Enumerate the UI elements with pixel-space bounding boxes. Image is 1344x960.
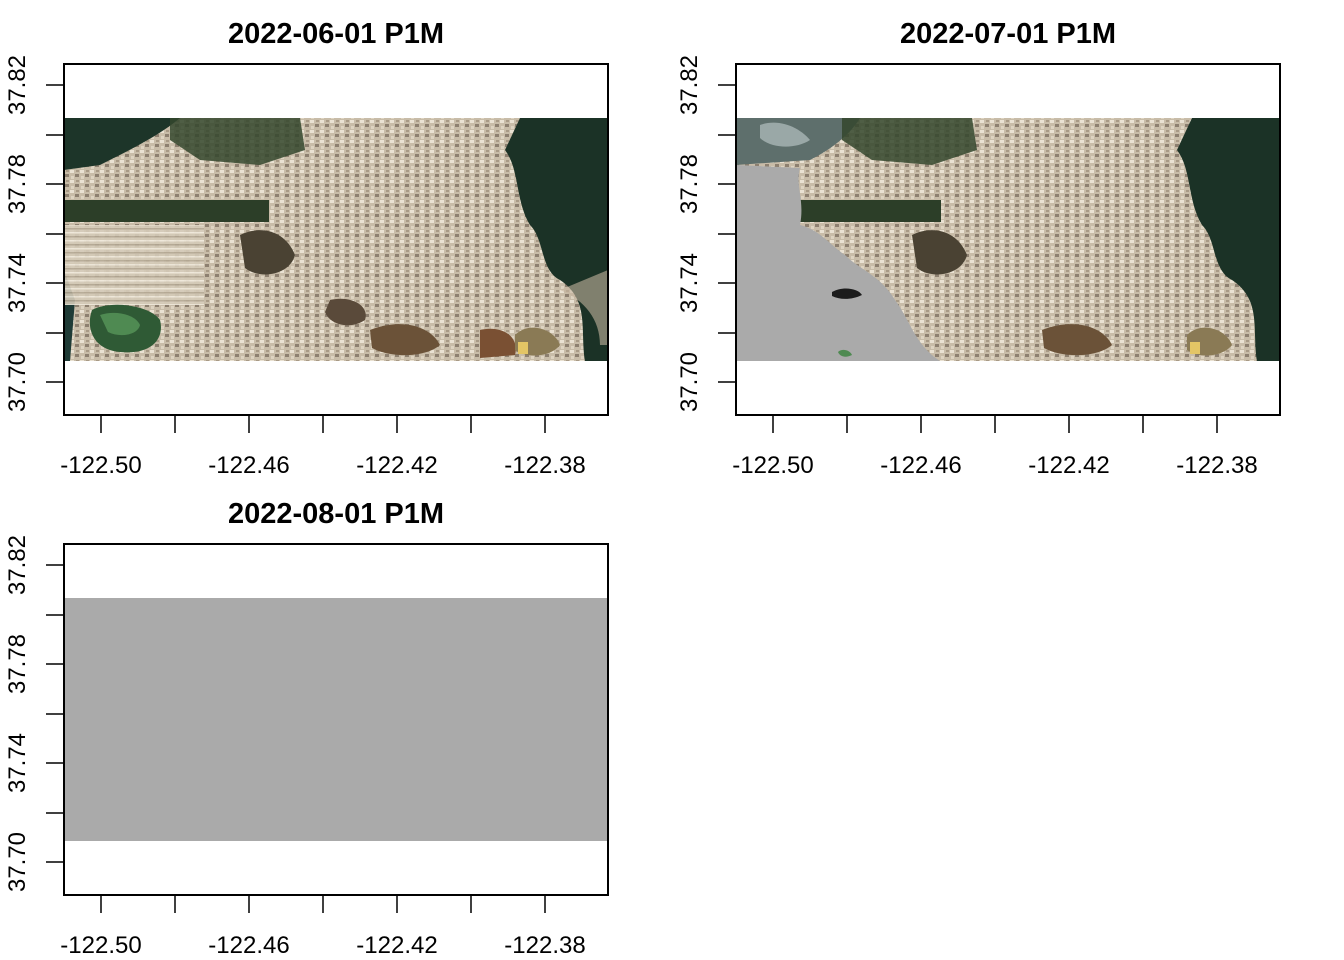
x-tick-label: -122.50 [60, 932, 141, 959]
y-tick-label: 37.82 [676, 55, 703, 115]
y-tick-label: 37.74 [4, 253, 31, 313]
plot-frame [63, 63, 609, 416]
x-tick-label: -122.42 [356, 932, 437, 959]
y-tick-label: 37.74 [4, 733, 31, 793]
x-tick-label: -122.38 [504, 452, 585, 479]
panel-title: 2022-06-01 P1M [228, 18, 444, 50]
y-axis [46, 564, 64, 863]
y-tick-label: 37.82 [4, 535, 31, 595]
x-axis [772, 415, 1218, 433]
x-tick-label: -122.46 [880, 452, 961, 479]
satellite-image [64, 118, 608, 361]
y-tick-label: 37.78 [4, 154, 31, 214]
panel-2022-06-01: 2022-06-01 P1M [4, 18, 609, 479]
y-tick-label: 37.82 [4, 55, 31, 115]
x-axis [100, 895, 546, 913]
plot-frame [735, 63, 1281, 416]
nodata-raster [64, 598, 608, 841]
y-tick-label: 37.78 [676, 154, 703, 214]
y-tick-label: 37.70 [676, 352, 703, 412]
y-tick-label: 37.74 [676, 253, 703, 313]
y-axis [718, 84, 736, 383]
y-tick-label: 37.78 [4, 634, 31, 694]
panel-title: 2022-08-01 P1M [228, 498, 444, 530]
x-tick-label: -122.42 [1028, 452, 1109, 479]
x-tick-label: -122.42 [356, 452, 437, 479]
satellite-image [736, 118, 1280, 361]
x-tick-label: -122.50 [60, 452, 141, 479]
y-axis [46, 84, 64, 383]
x-tick-label: -122.46 [208, 932, 289, 959]
panel-2022-07-01: 2022-07-01 P1M [676, 18, 1281, 479]
panel-title: 2022-07-01 P1M [900, 18, 1116, 50]
plot-frame [63, 543, 609, 896]
x-tick-label: -122.46 [208, 452, 289, 479]
x-tick-label: -122.50 [732, 452, 813, 479]
x-axis [100, 415, 546, 433]
y-tick-label: 37.70 [4, 832, 31, 892]
x-tick-label: -122.38 [504, 932, 585, 959]
x-tick-label: -122.38 [1176, 452, 1257, 479]
y-tick-label: 37.70 [4, 352, 31, 412]
panel-2022-08-01: 2022-08-01 P1M -122.50 -122.46 -122.42 -… [4, 498, 609, 959]
